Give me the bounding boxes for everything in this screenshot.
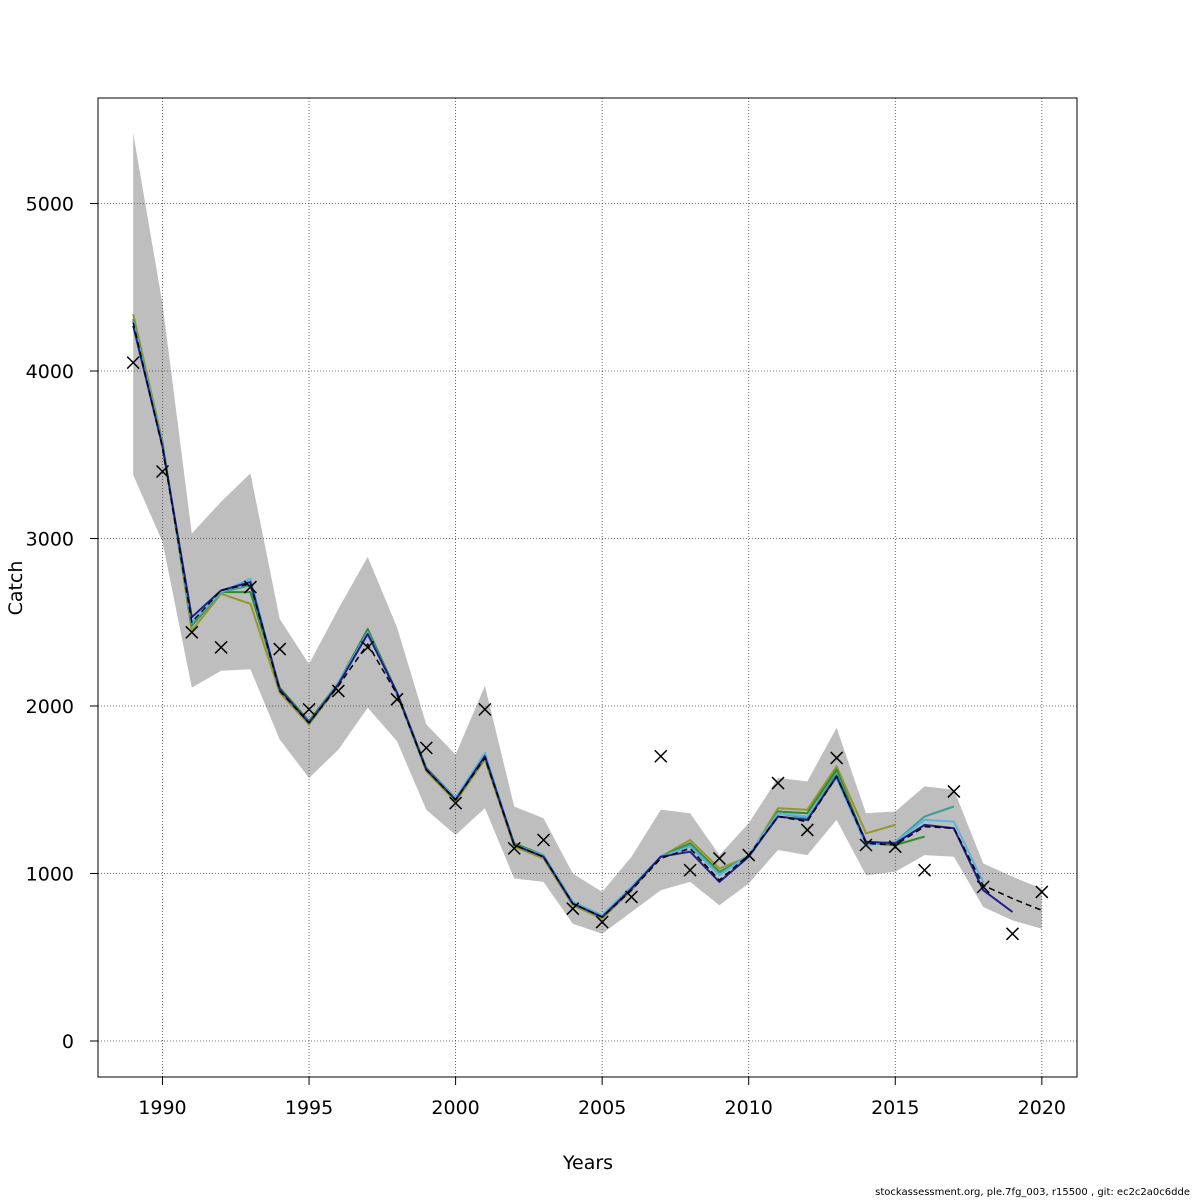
- observation-point: [507, 841, 521, 855]
- observation-point: [302, 702, 316, 716]
- observation-point: [947, 784, 961, 798]
- observation-point: [243, 580, 257, 594]
- y-tick-label: 1000: [26, 863, 74, 885]
- plot-frame: [97, 97, 1078, 1078]
- observation-point: [478, 702, 492, 716]
- observation-point: [654, 749, 668, 763]
- x-tick-label: 2010: [725, 1097, 773, 1119]
- x-axis-ticks: 1990 1995 2000 2005 2010 2015 2020: [138, 1077, 1066, 1119]
- observation-point: [859, 838, 873, 852]
- observation-point: [185, 625, 199, 639]
- observation-point: [888, 840, 902, 854]
- observation-point: [683, 863, 697, 877]
- observation-point: [214, 640, 228, 654]
- x-tick-label: 2015: [871, 1097, 919, 1119]
- x-tick-label: 2000: [431, 1097, 479, 1119]
- observation-point: [390, 692, 404, 706]
- observation-point: [449, 796, 463, 810]
- grid-lines: [98, 98, 1077, 1077]
- series-line: [132, 322, 1043, 918]
- y-axis-label: Catch: [5, 561, 27, 616]
- observation-point: [624, 890, 638, 904]
- series-lines: [132, 313, 1043, 920]
- observation-point: [419, 741, 433, 755]
- observation-point: [918, 863, 932, 877]
- observation-point: [595, 915, 609, 929]
- y-tick-label: 3000: [26, 529, 74, 551]
- x-tick-label: 1995: [285, 1097, 333, 1119]
- footer-source-text: stockassessment.org, ple.7fg_003, r15500…: [875, 1187, 1190, 1198]
- observation-point: [537, 833, 551, 847]
- observation-point: [800, 823, 814, 837]
- observation-point: [273, 642, 287, 656]
- observation-point: [742, 848, 756, 862]
- observation-point: [361, 640, 375, 654]
- x-tick-label: 2020: [1018, 1097, 1066, 1119]
- observation-point: [712, 851, 726, 865]
- observation-point: [771, 776, 785, 790]
- observation-point: [126, 356, 140, 370]
- y-tick-label: 4000: [26, 361, 74, 383]
- y-axis-ticks: 0 1000 2000 3000 4000 5000: [26, 194, 98, 1053]
- confidence-band-area: [133, 133, 1042, 934]
- observation-point: [976, 880, 990, 894]
- y-tick-label: 0: [62, 1031, 74, 1053]
- x-tick-label: 1990: [138, 1097, 186, 1119]
- observation-point: [1005, 927, 1020, 941]
- observation-point: [331, 684, 345, 698]
- x-axis-label: Years: [562, 1152, 613, 1174]
- observation-point: [1035, 885, 1049, 899]
- observed-points: [126, 356, 1049, 941]
- observation-point: [566, 902, 580, 916]
- x-tick-label: 2005: [578, 1097, 626, 1119]
- observation-point: [155, 464, 170, 479]
- y-tick-label: 5000: [26, 194, 74, 216]
- observation-point: [830, 751, 844, 765]
- y-tick-label: 2000: [26, 696, 74, 718]
- confidence-band: [133, 133, 1042, 934]
- series-line: [132, 313, 896, 920]
